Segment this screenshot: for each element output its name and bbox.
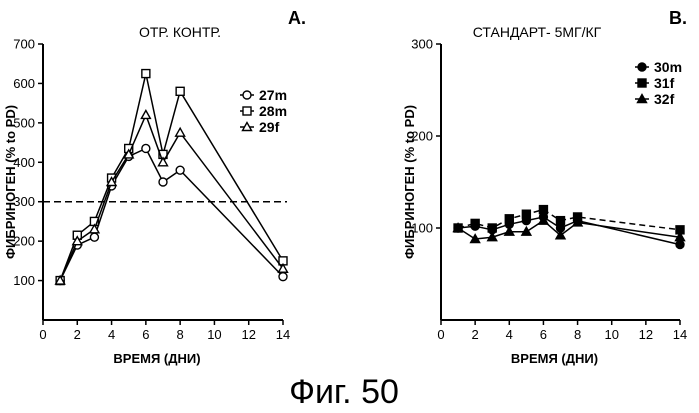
data-point-32f (537, 214, 550, 225)
x-tick-label: 8 (574, 327, 581, 342)
series-line-28m (59, 73, 284, 281)
chart-title: ОТР. КОНТР. (139, 24, 221, 40)
data-point-27m (89, 232, 100, 242)
y-tick-label: 100 (13, 273, 35, 288)
y-tick-label: 100 (411, 221, 433, 236)
legend-marker (242, 90, 252, 100)
series-line-29f (59, 112, 284, 281)
legend-marker (636, 93, 648, 104)
data-point-31f (555, 215, 566, 226)
x-tick-label: 2 (472, 327, 479, 342)
x-tick-label: 6 (142, 327, 149, 342)
data-point-29f (88, 223, 101, 234)
legend-label: 30m (654, 59, 682, 75)
data-point-29f (140, 109, 152, 120)
x-tick-label: 4 (108, 327, 115, 342)
x-tick-label: 12 (241, 327, 255, 342)
x-axis-label: ВРЕМЯ (ДНИ) (511, 351, 598, 366)
x-tick-label: 12 (639, 327, 653, 342)
y-axis-label: ФИБРИНОГЕН (% to PD) (402, 105, 417, 259)
data-point-27m (175, 165, 185, 175)
data-point-32f (486, 231, 498, 242)
data-point-32f (571, 216, 584, 227)
legend-marker (637, 78, 647, 88)
data-point-28m (141, 68, 151, 79)
data-point-29f (123, 148, 135, 159)
x-tick-label: 0 (39, 327, 46, 342)
y-tick-label: 300 (13, 194, 35, 209)
series-line-27m (59, 147, 284, 281)
data-point-32f (469, 233, 481, 244)
y-tick-label: 600 (13, 76, 35, 91)
y-tick-label: 700 (13, 37, 35, 52)
legend-label: 29f (259, 119, 280, 135)
legend-marker (637, 62, 647, 72)
data-point-32f (520, 225, 533, 236)
data-point-29f (105, 176, 118, 187)
y-tick-label: 500 (13, 115, 35, 130)
y-tick-label: 200 (411, 129, 433, 144)
y-axis-label: ФИБРИНОГЕН (% to PD) (3, 105, 18, 259)
legend-label: 32f (654, 91, 675, 107)
legend-label: 27m (259, 87, 287, 103)
data-point-32f (452, 222, 464, 233)
chart-panel-b: 0 2 4 6 8 10 12 14 100 200 300 СТАНДАРТ- 5МГ/КГ B. ВР… (402, 8, 687, 366)
data-point-31f (487, 223, 497, 233)
x-tick-label: 10 (604, 327, 618, 342)
data-point-32f (674, 231, 686, 242)
x-tick-label: 8 (177, 327, 184, 342)
data-point-27m (278, 271, 288, 282)
chart-panel-a: 0 2 4 6 8 10 12 14 100 200 300 400 500 600 700 ОТР. КОН… (3, 8, 306, 366)
data-point-29f (54, 274, 66, 285)
data-point-31f (504, 214, 514, 224)
x-tick-label: 10 (207, 327, 221, 342)
figure-caption: Фиг. 50 (289, 373, 399, 411)
data-point-29f (174, 126, 186, 137)
panel-label: A. (288, 8, 306, 28)
x-axis-label: ВРЕМЯ (ДНИ) (113, 351, 200, 366)
data-point-32f (554, 229, 567, 240)
data-point-30m (675, 239, 685, 250)
legend-label: 31f (654, 75, 675, 91)
data-point-27m (141, 143, 151, 154)
chart-title: СТАНДАРТ- 5МГ/КГ (473, 24, 602, 40)
x-tick-label: 2 (74, 327, 81, 342)
x-tick-label: 0 (437, 327, 444, 342)
data-point-29f (157, 156, 169, 167)
data-point-32f (503, 225, 515, 236)
data-point-31f (538, 204, 549, 215)
y-tick-label: 400 (13, 155, 35, 170)
data-point-31f (521, 209, 532, 219)
data-point-28m (175, 86, 185, 97)
x-tick-label: 14 (673, 327, 687, 342)
data-point-29f (71, 235, 83, 246)
data-point-27m (158, 177, 168, 187)
legend-marker (241, 121, 253, 132)
data-point-31f (470, 218, 480, 229)
x-tick-label: 4 (506, 327, 513, 342)
legend-marker (242, 106, 252, 116)
x-tick-label: 6 (540, 327, 547, 342)
data-point-29f (277, 262, 289, 273)
panel-label: B. (669, 8, 687, 28)
y-tick-label: 300 (411, 37, 433, 52)
x-tick-label: 14 (276, 327, 290, 342)
legend-label: 28m (259, 103, 287, 119)
y-tick-label: 200 (13, 234, 35, 249)
